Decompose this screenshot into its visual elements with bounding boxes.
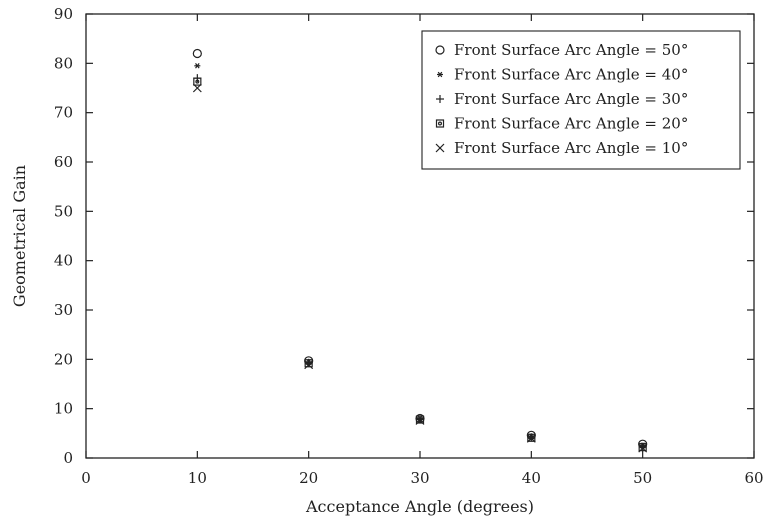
x-tick-label: 60 — [744, 469, 763, 487]
y-tick-label: 60 — [54, 153, 73, 171]
x-tick-label: 0 — [81, 469, 91, 487]
y-tick-label: 10 — [54, 400, 73, 418]
legend-items: Front Surface Arc Angle = 50° Front Surfa… — [435, 41, 688, 157]
data-point-series-5 — [415, 416, 425, 425]
x-tick-label: 10 — [188, 469, 207, 487]
x-axis-label: Acceptance Angle (degrees) — [305, 497, 534, 516]
data-points — [192, 48, 648, 453]
legend-marker-3 — [436, 95, 444, 103]
data-point-series-5 — [304, 360, 314, 370]
data-point-series-5 — [526, 433, 536, 443]
y-tick-label: 40 — [54, 252, 73, 270]
x-tick-label: 30 — [410, 469, 429, 487]
legend-label: Front Surface Arc Angle = 30° — [454, 90, 688, 108]
y-axis-label: Geometrical Gain — [10, 165, 29, 307]
data-point-series-5 — [638, 443, 648, 453]
y-tick-label: 90 — [54, 5, 73, 23]
x-tick-label: 40 — [522, 469, 541, 487]
y-tick-label: 50 — [54, 202, 73, 220]
y-tick-label: 70 — [54, 104, 73, 122]
y-tick-label: 30 — [54, 301, 73, 319]
legend-label: Front Surface Arc Angle = 40° — [454, 66, 688, 84]
legend-marker-5 — [435, 143, 445, 153]
axis-ticks: 0 10 20 30 40 50 60 0 10 20 30 40 50 60 70 80 90 — [54, 5, 764, 487]
y-tick-label: 20 — [54, 350, 73, 368]
legend-label: Front Surface Arc Angle = 20° — [454, 115, 688, 133]
legend-marker-2 — [437, 71, 443, 78]
data-point-series-4 — [527, 433, 536, 442]
x-tick-label: 20 — [299, 469, 318, 487]
data-point-series-5 — [192, 83, 202, 93]
y-tick-label: 80 — [54, 54, 73, 72]
x-tick-label: 50 — [633, 469, 652, 487]
legend-marker-1 — [435, 45, 445, 55]
legend-label: Front Surface Arc Angle = 50° — [454, 41, 688, 59]
legend-box — [421, 30, 741, 170]
data-point-series-2 — [194, 63, 201, 69]
legend-marker-4 — [435, 119, 445, 128]
legend: Front Surface Arc Angle = 50° Front Surfa… — [421, 30, 741, 170]
y-tick-label: 0 — [63, 449, 73, 467]
data-point-series-4 — [193, 77, 202, 86]
data-point-series-1 — [192, 48, 202, 59]
data-point-series-3 — [416, 415, 424, 424]
legend-label: Front Surface Arc Angle = 10° — [454, 139, 688, 157]
